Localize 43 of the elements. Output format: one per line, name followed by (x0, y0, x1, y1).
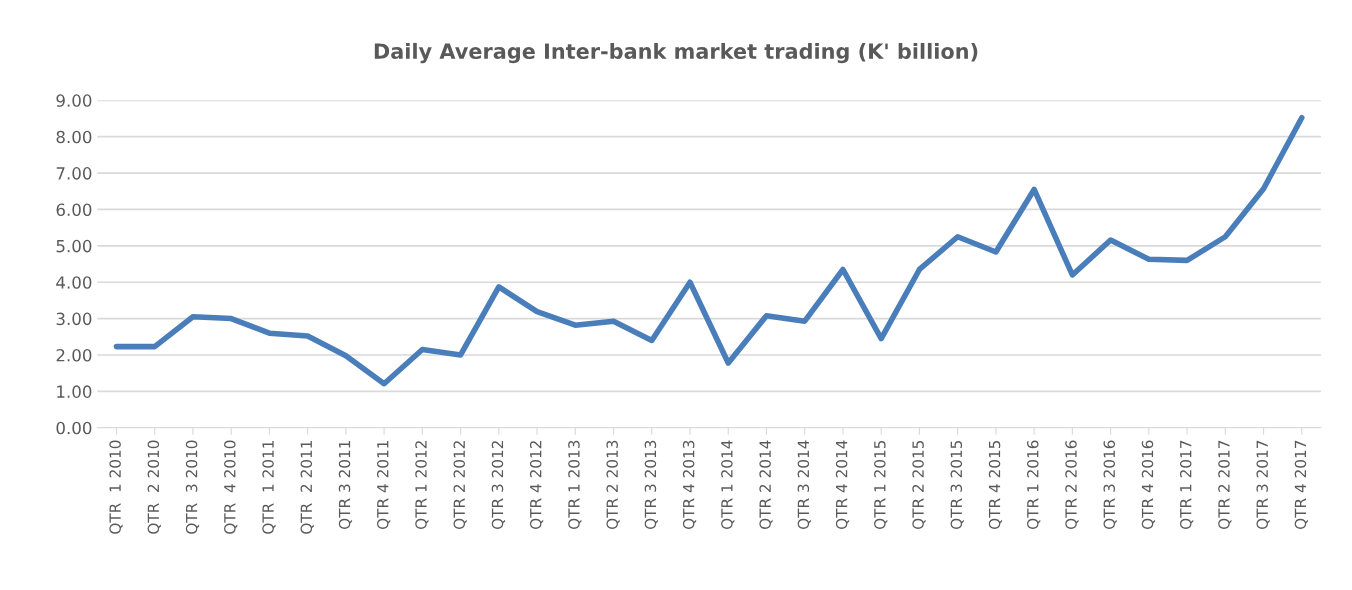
x-tick-label: QTR 4 2014 (835, 440, 850, 529)
x-tick-label: QTR 1 2017 (1179, 440, 1194, 529)
x-tick-label: QTR 3 2011 (338, 440, 353, 529)
chart-title: Daily Average Inter-bank market trading (K' billion) (374, 42, 978, 64)
x-tick-label: QTR 4 2017 (1294, 440, 1308, 529)
x-tick-label: QTR 4 2012 (529, 441, 544, 529)
x-tick-label: QTR 1 2011 (262, 440, 276, 534)
x-tick-label: QTR 4 2015 (988, 440, 1003, 529)
x-tick-label: QTR 3 2012 (491, 441, 506, 529)
x-tick-label: QTR 1 2013 (568, 440, 582, 529)
x-tick-label: QTR 2 2010 (147, 440, 161, 534)
x-tick-label: QTR 4 2010 (224, 440, 238, 534)
y-tick-label: 5.00 (56, 239, 92, 253)
y-tick-label: 0.00 (56, 421, 92, 435)
y-tick-label: 1.00 (57, 385, 92, 398)
x-tick-label: QTR 1 2014 (721, 440, 735, 529)
x-tick-label: QTR 3 2015 (950, 440, 964, 529)
x-tick-label: QTR 1 2015 (874, 440, 888, 529)
x-tick-label: QTR 1 2012 (415, 441, 429, 529)
x-tick-label: QTR 1 2016 (1027, 440, 1041, 529)
y-tick-label: 7.00 (56, 167, 92, 180)
y-tick-label: 3.00 (56, 312, 92, 326)
x-tick-label: QTR 1 2010 (109, 440, 123, 534)
x-tick-label: QTR 2 2015 (912, 440, 926, 529)
x-tick-label: QTR 2 2014 (759, 440, 773, 529)
x-tick-label: QTR 3 2010 (185, 440, 200, 534)
y-tick-label: 6.00 (56, 203, 92, 217)
y-tick-label: 2.00 (56, 348, 92, 362)
x-tick-label: QTR 2 2013 (606, 440, 620, 529)
x-tick-label: QTR 2 2017 (1218, 440, 1232, 529)
x-tick-label: QTR 4 2011 (376, 440, 391, 529)
x-tick-label: QTR 4 2013 (682, 440, 697, 529)
x-tick-label: QTR 2 2016 (1065, 440, 1079, 529)
x-tick-label: QTR 2 2012 (453, 441, 467, 529)
x-tick-label: QTR 2 2011 (300, 440, 314, 534)
x-tick-label: QTR 3 2016 (1103, 440, 1117, 529)
x-tick-label: QTR 3 2013 (644, 440, 658, 529)
y-tick-label: 9.00 (56, 94, 92, 107)
y-tick-label: 4.00 (56, 276, 92, 289)
y-tick-label: 8.00 (56, 130, 92, 144)
x-tick-label: QTR 4 2016 (1141, 440, 1156, 529)
x-tick-label: QTR 3 2014 (797, 440, 811, 529)
x-tick-label: QTR 3 2017 (1256, 440, 1270, 529)
